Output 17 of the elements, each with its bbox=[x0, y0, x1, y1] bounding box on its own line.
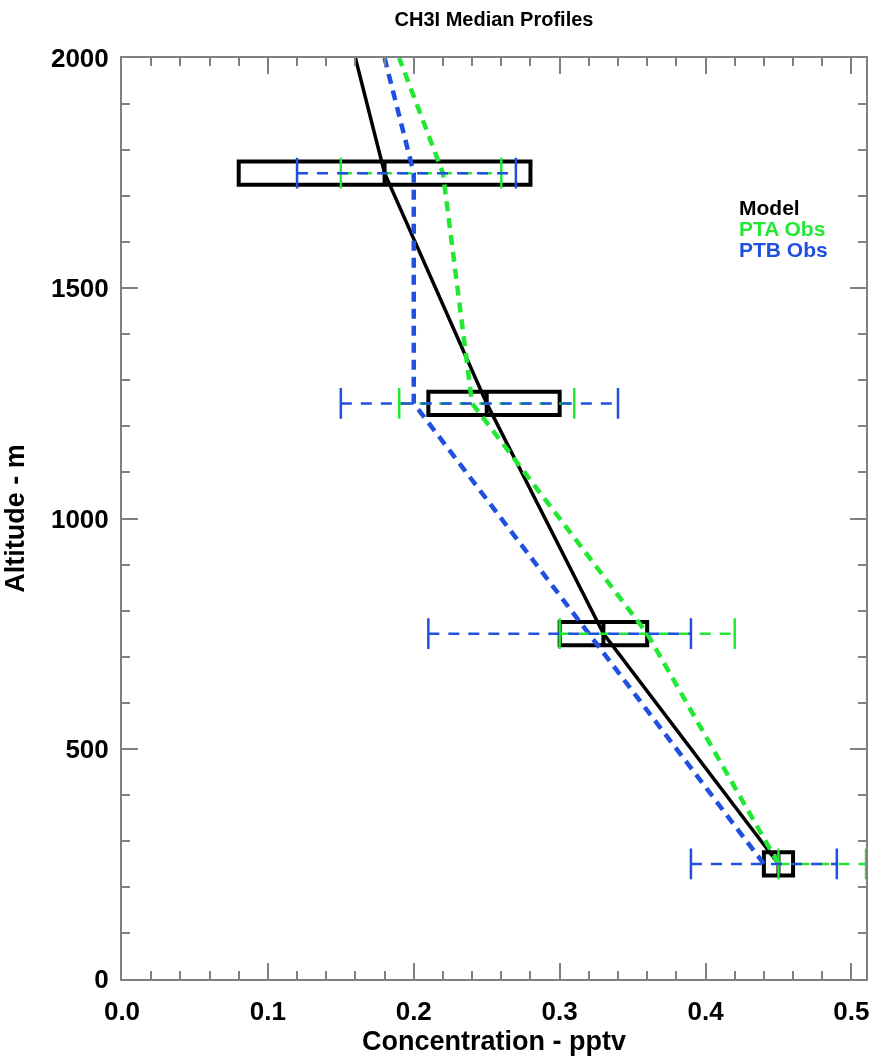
y-tick-label: 0 bbox=[94, 964, 109, 995]
x-tick-label: 0.3 bbox=[541, 996, 578, 1027]
x-tick-label: 0.5 bbox=[833, 996, 870, 1027]
y-tick-label: 2000 bbox=[50, 43, 109, 74]
x-tick-label: 0.4 bbox=[687, 996, 725, 1027]
text: PTA Obs bbox=[739, 217, 826, 240]
x-tick-label: 0.0 bbox=[103, 996, 141, 1027]
y-axis-title: Altitude - m bbox=[0, 444, 30, 593]
x-axis-title: Concentration - pptv bbox=[362, 1026, 626, 1057]
y-tick-label: 1000 bbox=[50, 503, 109, 534]
x-tick-label: 0.2 bbox=[395, 996, 432, 1027]
text: Model bbox=[739, 196, 800, 219]
x-tick-label: 0.1 bbox=[249, 996, 286, 1027]
y-tick-label: 1500 bbox=[50, 273, 109, 304]
chart-title: CH3I Median Profiles bbox=[394, 8, 594, 30]
text: PTB Obs bbox=[739, 238, 828, 261]
y-tick-label: 500 bbox=[65, 733, 109, 764]
